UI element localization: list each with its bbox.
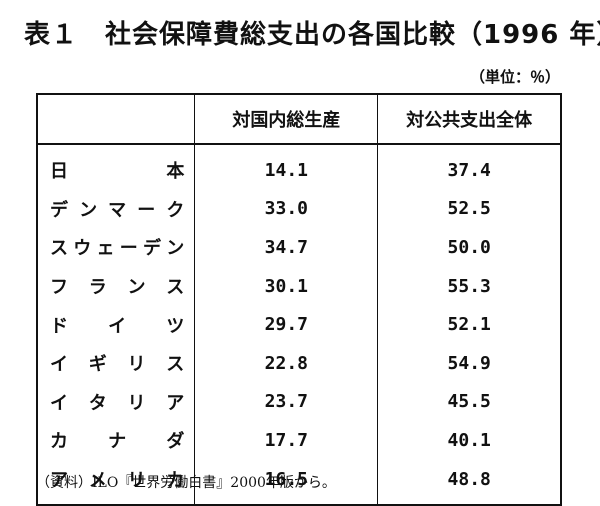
country-name: 日本 (50, 161, 185, 183)
country-name: アメリカ (50, 470, 185, 492)
public-spending-cell: 55.3 (377, 266, 561, 306)
table-row: カナダ 17.7 40.1 (37, 421, 561, 460)
comparison-table: 対国内総生産 対公共支出全体 日本 14.1 37.4 デンマーク 33.0 52.5 スウ… (36, 93, 562, 506)
gdp-cell: 17.7 (194, 421, 378, 460)
public-spending-cell: 52.5 (377, 189, 561, 229)
country-name: カナダ (50, 431, 185, 453)
country-cell: フランス (37, 267, 195, 306)
country-name: イギリス (50, 354, 185, 376)
header-country (37, 94, 195, 145)
country-name: スウェーデン (50, 238, 185, 260)
table-row: フランス 30.1 55.3 (37, 266, 561, 306)
table-row: イタリア 23.7 45.5 (37, 382, 561, 422)
source-note: （資料）ILO『世界労働白書』2000年版から。 (36, 475, 336, 491)
country-name: フランス (50, 277, 185, 299)
gdp-cell: 23.7 (194, 382, 378, 422)
unit-label: （単位：％） (469, 68, 560, 86)
public-spending-cell: 37.4 (377, 144, 561, 190)
table-row: 日本 14.1 37.4 (37, 144, 561, 190)
table-row: イギリス 22.8 54.9 (37, 343, 561, 383)
gdp-cell: 33.0 (194, 189, 378, 229)
public-spending-cell: 45.5 (377, 382, 561, 422)
country-cell: スウェーデン (37, 228, 195, 267)
country-cell: 日本 (37, 144, 195, 190)
country-cell: カナダ (37, 421, 195, 460)
country-name: イタリア (50, 392, 185, 414)
table-row: ドイツ 29.7 52.1 (37, 305, 561, 344)
country-name: ドイツ (50, 315, 185, 337)
country-cell: ドイツ (37, 305, 195, 344)
country-cell: アメリカ (37, 460, 195, 506)
header-public-spending: 対公共支出全体 (377, 94, 561, 145)
country-cell: デンマーク (37, 190, 195, 229)
table-row: アメリカ 16.5 48.8 (37, 459, 561, 506)
table-row: スウェーデン 34.7 50.0 (37, 228, 561, 267)
header-gdp: 対国内総生産 (194, 94, 378, 145)
gdp-cell: 16.5 (194, 459, 378, 506)
public-spending-cell: 40.1 (377, 421, 561, 460)
country-cell: イギリス (37, 344, 195, 383)
country-cell: イタリア (37, 383, 195, 422)
public-spending-cell: 50.0 (377, 228, 561, 267)
gdp-cell: 29.7 (194, 305, 378, 344)
public-spending-cell: 48.8 (377, 459, 561, 506)
public-spending-cell: 52.1 (377, 305, 561, 344)
country-name: デンマーク (50, 199, 185, 221)
gdp-cell: 34.7 (194, 228, 378, 267)
gdp-cell: 14.1 (194, 144, 378, 190)
table-row: デンマーク 33.0 52.5 (37, 189, 561, 229)
gdp-cell: 30.1 (194, 266, 378, 306)
table-title: 表１ 社会保障費総支出の各国比較（1996 年） (24, 20, 600, 50)
public-spending-cell: 54.9 (377, 343, 561, 383)
gdp-cell: 22.8 (194, 343, 378, 383)
header-row: 対国内総生産 対公共支出全体 (37, 94, 561, 145)
